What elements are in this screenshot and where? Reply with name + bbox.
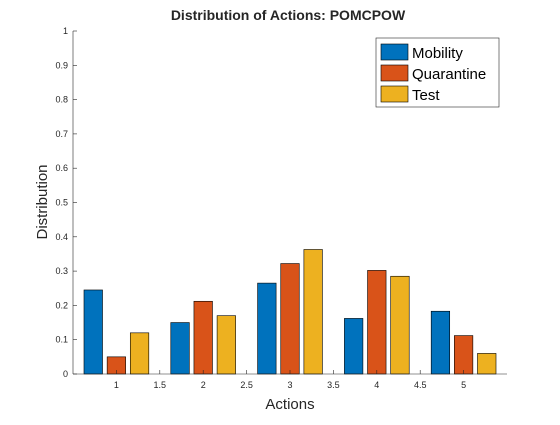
bar-test-3 [303,249,323,375]
y-tick-label: 1 [63,26,68,36]
y-tick-label: 0.4 [55,232,68,242]
bar-quarantine-4 [367,270,387,375]
legend-swatch-test [380,85,409,103]
x-axis-title: Actions [265,396,314,413]
bar-quarantine-5 [454,335,474,375]
x-tick-label: 1.5 [154,380,167,390]
legend-swatch-mobility [380,43,409,61]
legend-label-quarantine: Quarantine [412,66,486,83]
x-tick-label: 2.5 [240,380,253,390]
bar-test-5 [477,353,497,375]
y-tick-label: 0.8 [55,95,68,105]
y-tick-label: 0.2 [55,300,68,310]
y-tick-label: 0.9 [55,60,68,70]
x-tick-label: 4.5 [414,380,427,390]
legend-label-test: Test [412,87,440,104]
x-tick-label: 1 [114,380,119,390]
bar-quarantine-2 [193,300,213,375]
x-tick-label: 3.5 [327,380,340,390]
bar-test-4 [390,275,410,375]
y-tick-label: 0.7 [55,129,68,139]
y-tick-label: 0.1 [55,335,68,345]
x-tick-label: 2 [201,380,206,390]
bar-mobility-1 [83,289,103,375]
y-tick-label: 0.6 [55,163,68,173]
legend: Mobility Quarantine Test [375,37,500,108]
bar-mobility-2 [170,322,190,375]
legend-swatch-quarantine [380,64,409,82]
bar-test-1 [129,332,150,375]
y-tick-label: 0 [63,369,68,379]
axes-layer: 0 0.1 0.2 0.3 0.4 0.5 0.6 0.7 0.8 0.9 1 1 1.5 2 2.5 3 3.… [55,26,507,390]
y-tick-label: 0.5 [55,198,68,208]
x-tick-label: 5 [461,380,466,390]
y-axis-title: Distribution [34,164,51,239]
bars-layer [83,249,497,375]
bar-mobility-3 [257,282,277,375]
bar-mobility-5 [430,310,451,375]
y-tick-label: 0.3 [55,266,68,276]
bar-quarantine-3 [280,263,300,375]
x-tick-label: 4 [374,380,379,390]
bar-mobility-4 [344,318,364,375]
bar-test-2 [216,315,236,375]
legend-label-mobility: Mobility [412,45,463,62]
x-tick-label: 3 [287,380,292,390]
chart-title: Distribution of Actions: POMCPOW [171,7,406,23]
